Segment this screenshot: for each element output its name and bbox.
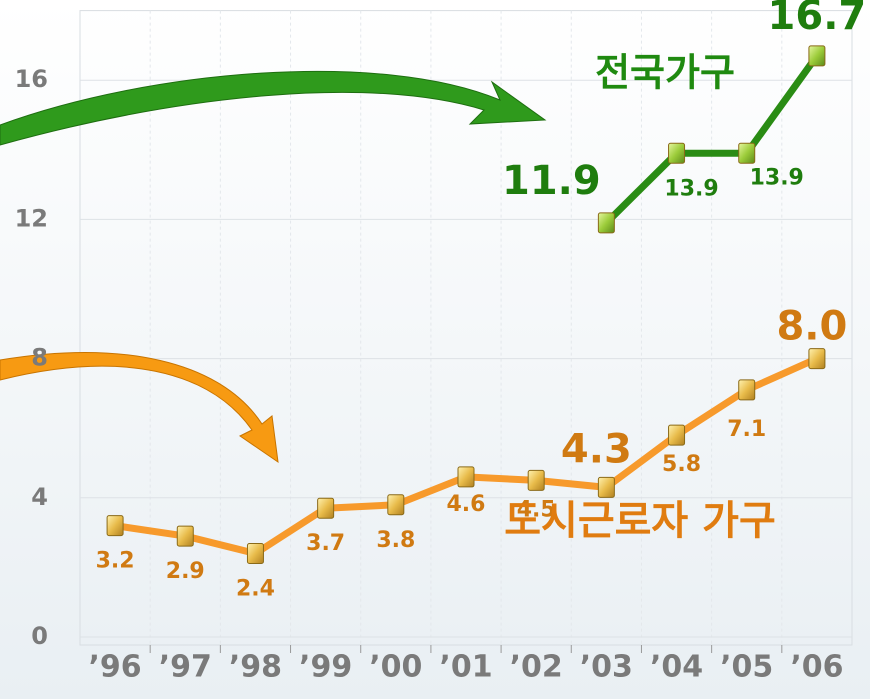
x-tick-label: ’97 [159, 650, 212, 685]
marker [669, 425, 685, 445]
series-name: 도시근로자 가구 [504, 498, 776, 544]
marker [177, 526, 193, 546]
data-label: 2.9 [166, 559, 205, 584]
y-tick-label: 8 [31, 344, 48, 372]
data-label: 11.9 [502, 158, 601, 204]
marker [809, 349, 825, 369]
x-tick-label: ’98 [229, 650, 282, 685]
data-label: 8.0 [776, 304, 847, 350]
marker [458, 467, 474, 487]
x-tick-label: ’00 [369, 650, 422, 685]
marker [809, 46, 825, 66]
data-label: 16.7 [768, 0, 867, 39]
x-tick-label: ’04 [650, 650, 703, 685]
marker [318, 498, 334, 518]
x-tick-label: ’99 [299, 650, 352, 685]
data-label: 13.9 [664, 176, 718, 201]
x-tick-label: ’06 [790, 650, 843, 685]
x-tick-label: ’01 [439, 650, 492, 685]
marker [739, 143, 755, 163]
marker [669, 143, 685, 163]
chart: 0 4 8 12 16 ’96 ’97 ’98 ’99 ’00 ’01 ’02 ’03 ’04 ’05 ’06… [0, 0, 870, 699]
data-label: 3.8 [376, 528, 415, 553]
x-tick-label: ’96 [89, 650, 142, 685]
marker [528, 470, 544, 490]
marker [388, 495, 404, 515]
data-label: 4.3 [561, 426, 632, 472]
y-tick-label: 16 [15, 65, 48, 93]
marker [739, 380, 755, 400]
y-tick-label: 4 [31, 483, 48, 511]
marker [598, 477, 614, 497]
series-name: 전국가구 [595, 51, 735, 95]
marker [247, 543, 263, 563]
y-tick-label: 12 [15, 204, 48, 232]
data-label: 2.4 [236, 576, 275, 601]
data-label: 4.6 [447, 492, 486, 517]
marker [107, 516, 123, 536]
data-label: 7.1 [727, 417, 766, 442]
data-label: 3.2 [96, 549, 135, 574]
data-label: 5.8 [662, 452, 701, 477]
y-tick-label: 0 [31, 622, 48, 650]
data-label: 3.7 [306, 531, 345, 556]
x-tick-label: ’05 [720, 650, 773, 685]
data-label: 13.9 [750, 165, 804, 190]
x-tick-label: ’02 [510, 650, 563, 685]
x-tick-label: ’03 [580, 650, 633, 685]
marker [598, 213, 614, 233]
